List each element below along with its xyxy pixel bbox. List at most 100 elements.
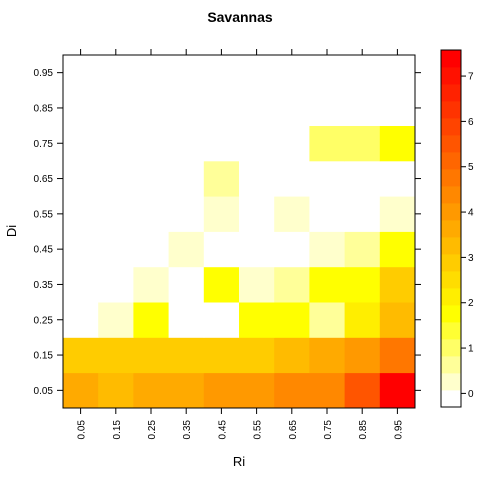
heatmap-cell (309, 196, 345, 232)
heatmap-cell (168, 55, 205, 91)
heatmap-cell (98, 372, 134, 409)
heatmap-cell (203, 231, 240, 268)
heatmap-cell (63, 372, 99, 409)
heatmap-cell (274, 90, 310, 126)
x-tick-label: 0.65 (288, 420, 299, 440)
heatmap-cell (168, 160, 205, 197)
heatmap-cell (133, 266, 169, 303)
heatmap-cell (274, 231, 310, 268)
heatmap-cell (98, 90, 134, 126)
plot-frame (62, 54, 416, 409)
heatmap-cell (274, 337, 310, 374)
heatmap-cell (203, 125, 240, 162)
colorbar-tick-label: 4 (468, 208, 474, 219)
heatmap-cell (203, 90, 240, 126)
heatmap-cell (168, 302, 205, 338)
colorbar-swatch (441, 390, 461, 408)
heatmap-cell (309, 55, 345, 91)
heatmap-cell (239, 160, 275, 197)
heatmap-cell (98, 302, 134, 338)
heatmap-cell (344, 372, 381, 409)
heatmap-cell (239, 125, 275, 162)
heatmap-cell (63, 266, 99, 303)
colorbar-swatch (441, 356, 461, 374)
heatmap-cell (274, 55, 310, 91)
colorbar-tick-label: 3 (468, 253, 474, 264)
heatmap-cell (274, 302, 310, 338)
heatmap-cell (63, 160, 99, 197)
y-tick-label: 0.85 (34, 103, 54, 114)
heatmap-cell (98, 231, 134, 268)
colorbar-swatch (441, 84, 461, 102)
heatmap-cell (239, 337, 275, 374)
colorbar-swatch (441, 271, 461, 289)
heatmap-cell (239, 372, 275, 409)
heatmap-cell (133, 160, 169, 197)
colorbar-swatch (441, 237, 461, 255)
colorbar-swatch (441, 152, 461, 170)
heatmap-cell (168, 231, 205, 268)
colorbar-swatch (441, 203, 461, 221)
heatmap-cell (168, 266, 205, 303)
heatmap-cell (133, 302, 169, 338)
x-tick-label: 0.85 (358, 420, 369, 440)
heatmap-cell (239, 302, 275, 338)
heatmap-cell (133, 55, 169, 91)
x-tick-label: 0.55 (253, 420, 264, 440)
heatmap-cell (133, 196, 169, 232)
x-tick-label: 0.45 (217, 420, 228, 440)
heatmap-cell (98, 160, 134, 197)
x-axis: 0.05 0.15 0.25 0.35 0.45 0.55 0.65 0.75 0.85 0.95 (77, 49, 404, 440)
heatmap-cell (239, 231, 275, 268)
heatmap-cell (379, 372, 416, 409)
heatmap-cell (133, 372, 169, 409)
colorbar-swatch (441, 220, 461, 238)
y-tick-label: 0.25 (34, 315, 54, 326)
heatmap-cell (168, 196, 205, 232)
heatmap-cell (344, 337, 381, 374)
heatmap-cell (98, 125, 134, 162)
y-axis: 0.05 0.15 0.25 0.35 0.45 0.55 0.65 0.75 0.85 0.95 (34, 68, 421, 397)
heatmap-cell (168, 337, 205, 374)
heatmap-cell (98, 55, 134, 91)
heatmap-cell (274, 372, 310, 409)
heatmap-cell (203, 266, 240, 303)
heatmap-cell (168, 125, 205, 162)
heatmap-cell (168, 372, 205, 409)
heatmap-cell (379, 90, 416, 126)
x-tick-label: 0.95 (393, 420, 404, 440)
colorbar-swatch (441, 288, 461, 306)
x-tick-label: 0.35 (182, 420, 193, 440)
heatmap-cell (63, 90, 99, 126)
heatmap-cell (63, 337, 99, 374)
heatmap-cell (379, 231, 416, 268)
heatmap-cell (309, 125, 345, 162)
heatmap-cell (344, 302, 381, 338)
heatmap-cell (344, 90, 381, 126)
heatmap-cell (98, 266, 134, 303)
heatmap-cell (63, 231, 99, 268)
heatmap-cell (379, 337, 416, 374)
colorbar-swatch (441, 373, 461, 391)
heatmap-cell (379, 302, 416, 338)
heatmap-cell (98, 196, 134, 232)
heatmap-cell (344, 125, 381, 162)
heatmap-cell (379, 160, 416, 197)
heatmap-cell (309, 90, 345, 126)
heatmap-cell (309, 372, 345, 409)
y-tick-label: 0.15 (34, 351, 54, 362)
colorbar-tick-label: 2 (468, 298, 474, 309)
y-tick-label: 0.65 (34, 174, 54, 185)
heatmap-cell (168, 90, 205, 126)
colorbar-swatch (441, 339, 461, 357)
colorbar-swatch (441, 186, 461, 204)
heatmap-cell (379, 266, 416, 303)
colorbar-tick-label: 5 (468, 162, 474, 173)
heatmap-cell (379, 55, 416, 91)
colorbar-swatch (441, 305, 461, 323)
colorbar (441, 50, 461, 408)
heatmap-cell (133, 125, 169, 162)
colorbar-swatch (441, 169, 461, 187)
heatmap-cell (274, 160, 310, 197)
y-tick-label: 0.05 (34, 386, 54, 397)
